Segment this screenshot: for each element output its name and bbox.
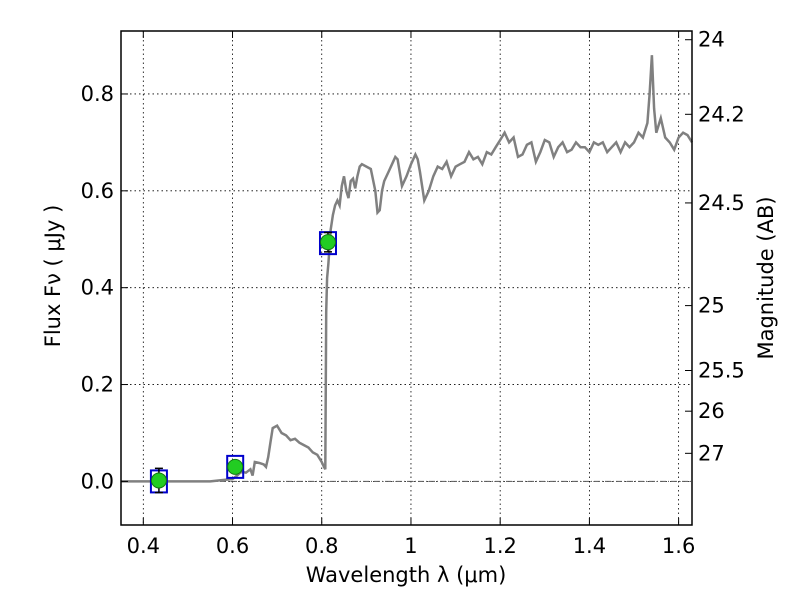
plot-frame xyxy=(120,30,693,526)
right-tick-label: 24.2 xyxy=(698,102,745,126)
y-tick-label: 0.6 xyxy=(81,179,114,203)
x-tick-label: 1.2 xyxy=(483,534,516,558)
right-tick-label: 24.5 xyxy=(698,191,745,215)
axis-ticks xyxy=(121,31,692,525)
photometry-point xyxy=(319,234,336,251)
y-tick-label: 0.8 xyxy=(81,82,114,106)
right-tick-label: 25.5 xyxy=(698,359,745,383)
x-tick-label: 1.4 xyxy=(573,534,606,558)
y-tick-label: 0.4 xyxy=(81,276,114,300)
right-tick-label: 24 xyxy=(698,28,725,52)
x-tick-label: 0.8 xyxy=(305,534,338,558)
y-axis-label: Flux Fν ( μJy ) xyxy=(41,205,65,348)
right-tick-label: 27 xyxy=(698,441,725,465)
y-axis-right-label: Magnitude (AB) xyxy=(754,196,778,359)
y-tick-label: 0.0 xyxy=(81,469,114,493)
grid xyxy=(121,31,692,525)
photometry-point xyxy=(227,458,244,475)
y-tick-label: 0.2 xyxy=(81,373,114,397)
right-tick-label: 25 xyxy=(698,294,725,318)
model-spectrum-line xyxy=(121,55,694,483)
x-tick-label: 1.6 xyxy=(662,534,695,558)
right-tick-label: 26 xyxy=(698,399,725,423)
x-tick-label: 0.6 xyxy=(216,534,249,558)
x-tick-label: 0.4 xyxy=(127,534,160,558)
photometry-markers xyxy=(149,231,337,494)
x-axis-label: Wavelength λ (μm) xyxy=(306,563,507,587)
photometry-point xyxy=(150,472,167,489)
x-tick-label: 1 xyxy=(404,534,417,558)
